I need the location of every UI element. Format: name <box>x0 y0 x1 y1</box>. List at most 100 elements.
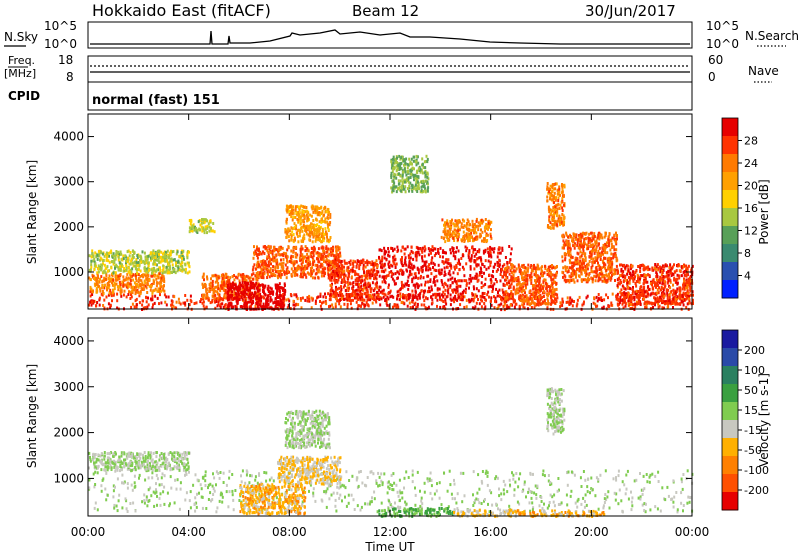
data-cell <box>556 219 559 223</box>
data-cell <box>365 275 367 279</box>
data-cell <box>685 305 688 309</box>
data-cell <box>448 235 451 239</box>
data-cell <box>417 271 420 275</box>
data-cell <box>463 240 466 243</box>
data-cell <box>370 295 373 299</box>
data-cell <box>393 258 396 262</box>
data-cell <box>96 277 99 281</box>
data-cell <box>336 287 339 291</box>
data-cell <box>543 301 546 305</box>
data-cell <box>390 270 393 274</box>
data-cell <box>527 300 530 304</box>
data-cell <box>447 224 450 228</box>
data-cell <box>526 299 529 303</box>
data-cell <box>583 300 585 304</box>
data-cell <box>299 258 302 262</box>
freq-unit-label: [MHz] <box>4 67 36 80</box>
data-cell <box>524 291 526 295</box>
data-cell <box>563 220 566 224</box>
data-cell <box>131 256 134 260</box>
data-cell <box>414 301 417 305</box>
data-cell <box>327 254 330 258</box>
data-cell <box>149 288 152 292</box>
data-cell <box>95 282 98 286</box>
data-cell <box>321 267 324 271</box>
data-cell <box>552 291 555 295</box>
data-cell <box>489 264 492 268</box>
data-cell <box>108 260 111 264</box>
data-cell <box>202 304 205 308</box>
data-cell <box>93 277 95 280</box>
data-cell <box>136 254 139 257</box>
data-cell <box>503 263 506 267</box>
data-cell <box>540 297 542 301</box>
data-cell <box>158 289 161 293</box>
data-cell <box>238 288 241 292</box>
data-cell <box>292 262 295 266</box>
data-cell <box>317 257 320 261</box>
data-cell <box>524 266 526 270</box>
data-cell <box>304 255 307 259</box>
data-cell <box>348 261 351 264</box>
data-cell <box>235 305 238 309</box>
data-cell <box>420 283 423 287</box>
data-cell <box>217 296 220 300</box>
data-cell <box>549 294 552 298</box>
data-cell <box>279 299 282 303</box>
data-cell <box>369 284 372 288</box>
data-cell <box>436 298 439 302</box>
power-scatter-cells <box>88 154 694 312</box>
data-cell <box>223 295 226 299</box>
data-cell <box>555 214 558 218</box>
data-cell <box>568 299 571 303</box>
data-cell <box>136 271 139 275</box>
data-cell <box>597 296 600 300</box>
data-cell <box>480 259 483 263</box>
data-cell <box>311 240 314 244</box>
data-cell <box>326 216 329 220</box>
data-cell <box>394 263 397 267</box>
data-cell <box>554 198 557 202</box>
data-cell <box>325 250 328 254</box>
date-label: 30/Jun/2017 <box>585 2 676 20</box>
data-cell <box>326 235 328 239</box>
data-cell <box>165 266 168 269</box>
data-cell <box>473 267 476 271</box>
data-cell <box>376 264 379 268</box>
data-cell <box>292 205 294 209</box>
data-cell <box>151 306 154 310</box>
data-cell <box>482 284 485 288</box>
data-cell <box>506 268 509 272</box>
data-cell <box>105 295 108 299</box>
data-cell <box>495 300 498 304</box>
data-cell <box>141 250 144 254</box>
data-cell <box>562 195 565 198</box>
data-cell <box>521 271 524 275</box>
data-cell <box>334 255 337 259</box>
data-cell <box>325 257 328 261</box>
data-cell <box>524 295 527 299</box>
data-cell <box>93 257 96 261</box>
data-cell <box>274 301 277 304</box>
data-cell <box>348 295 351 299</box>
data-cell <box>99 277 101 281</box>
data-cell <box>359 287 362 291</box>
data-cell <box>285 276 288 280</box>
data-cell <box>115 250 118 253</box>
data-cell <box>157 275 160 279</box>
data-cell <box>422 295 425 299</box>
data-cell <box>129 282 132 286</box>
data-cell <box>134 288 137 292</box>
data-cell <box>524 283 527 287</box>
data-cell <box>120 288 123 292</box>
data-cell <box>230 282 233 286</box>
data-cell <box>276 306 279 310</box>
data-cell <box>420 266 423 270</box>
data-cell <box>482 237 485 241</box>
data-cell <box>446 219 449 223</box>
data-cell <box>341 264 344 268</box>
data-cell <box>381 291 384 295</box>
data-cell <box>288 209 291 213</box>
data-cell <box>456 289 459 293</box>
data-cell <box>352 285 355 288</box>
